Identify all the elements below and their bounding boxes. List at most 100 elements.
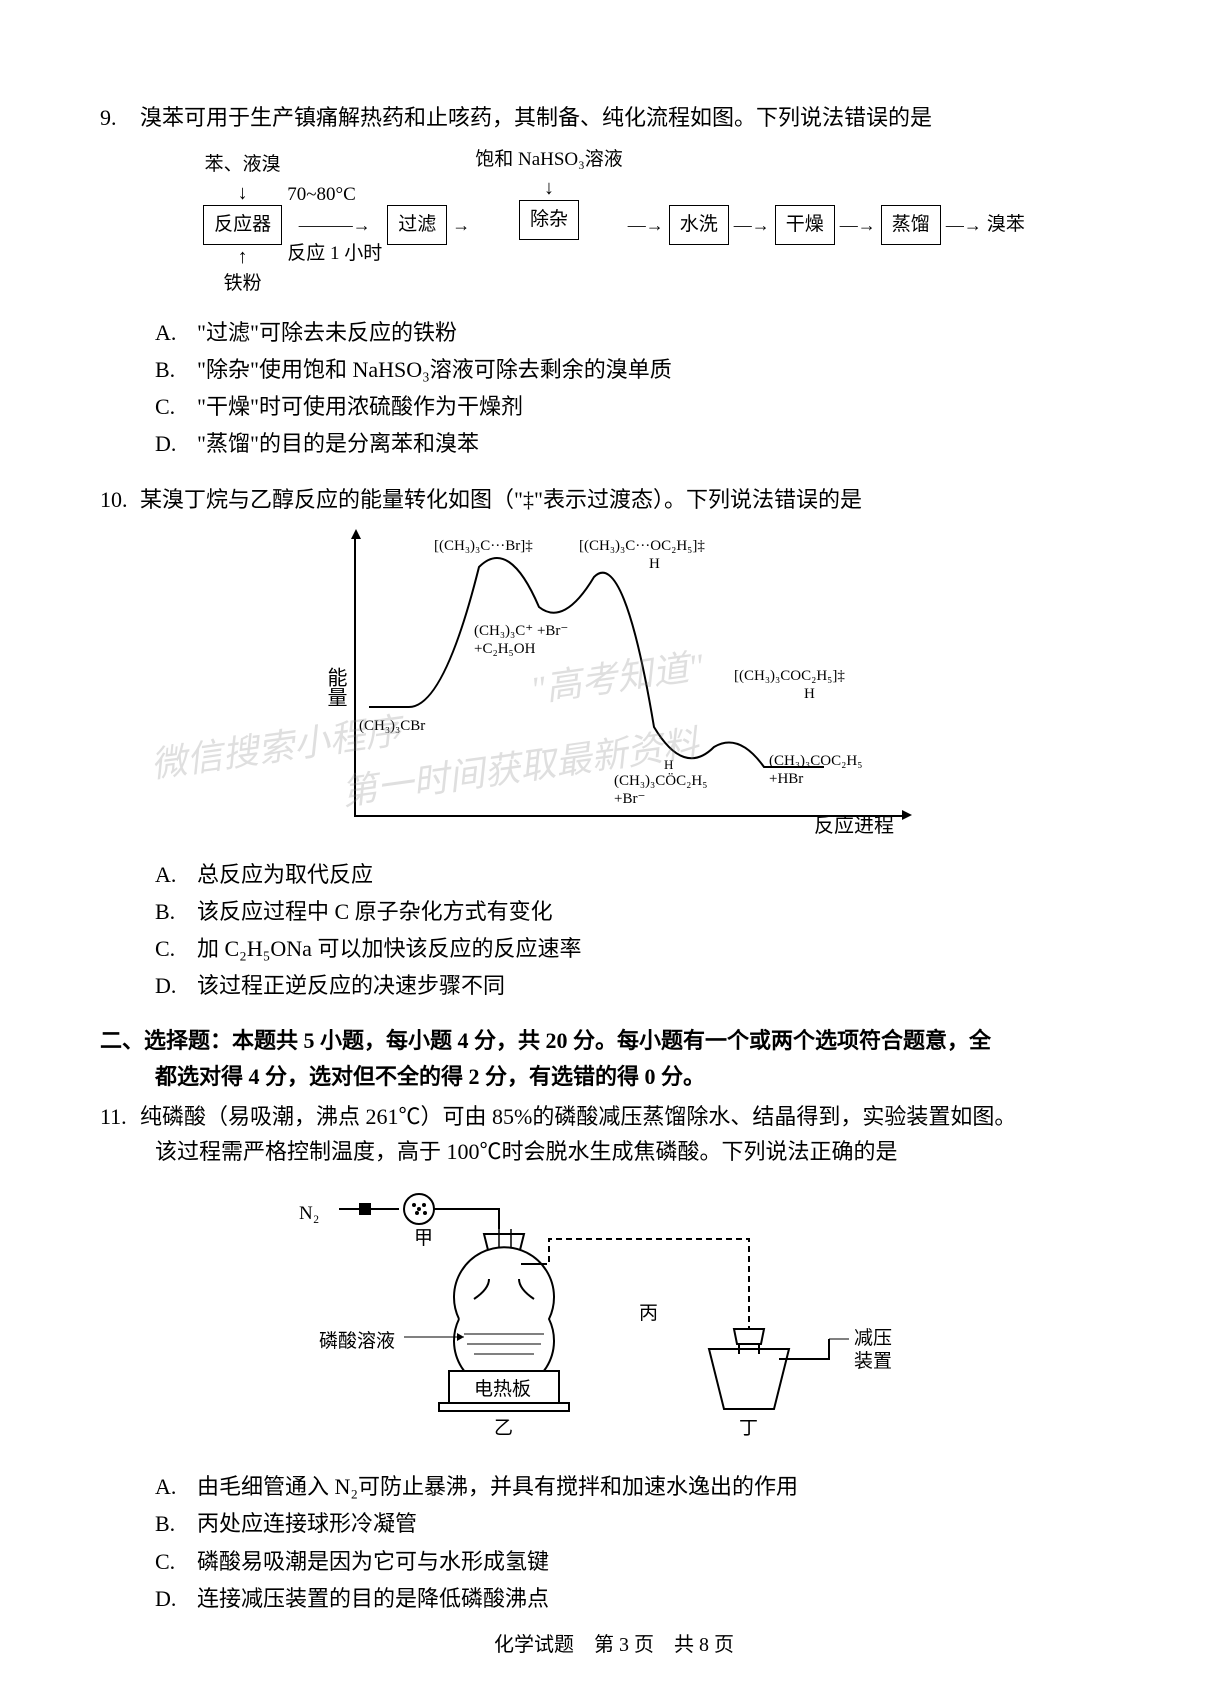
app-n2-label: N₂ — [299, 1199, 319, 1229]
option-label: D. — [155, 1581, 197, 1616]
flow-distill: 蒸馏 — [881, 205, 941, 245]
curve-label-ts3-1: [(CH₃)₃COC₂H₅]‡ — [734, 667, 845, 685]
option-text: "过滤"可除去未反应的铁粉 — [197, 315, 457, 350]
q11-option-c: C.磷酸易吸潮是因为它可与水形成氢键 — [155, 1544, 1128, 1579]
curve-label-int1-2: +C₂H₅OH — [474, 640, 535, 658]
option-text: 丙处应连接球形冷凝管 — [197, 1506, 417, 1541]
option-label: B. — [155, 894, 197, 929]
option-text: 由毛细管通入 N₂可防止暴沸，并具有搅拌和加速水逸出的作用 — [197, 1469, 798, 1504]
q10-option-d: D.该过程正逆反应的决速步骤不同 — [155, 968, 1128, 1003]
option-label: D. — [155, 968, 197, 1003]
q11-number: 11. — [100, 1099, 140, 1134]
flow-input-bottom: 铁粉 — [224, 269, 262, 299]
option-label: C. — [155, 389, 197, 424]
arrow-right-icon: → — [452, 211, 470, 240]
app-ding-label: 丁 — [739, 1414, 758, 1444]
q11-option-a: A.由毛细管通入 N₂可防止暴沸，并具有搅拌和加速水逸出的作用 — [155, 1469, 1128, 1504]
curve-label-ts2-2: H — [649, 555, 660, 573]
flow-input-2: 饱和 NaHSO₃溶液 — [475, 145, 623, 175]
question-9: 9. 溴苯可用于生产镇痛解热药和止咳药，其制备、纯化流程如图。下列说法错误的是 … — [100, 100, 1128, 462]
app-heater-label: 电热板 — [474, 1375, 531, 1405]
flow-output: 溴苯 — [987, 210, 1025, 240]
flow-reactor: 反应器 — [203, 205, 282, 245]
q9-option-a: A."过滤"可除去未反应的铁粉 — [155, 315, 1128, 350]
q10-energy-diagram: 能量 反应进程 (CH₃)₃CBr [(CH₃)₃C···Br]‡ (CH₃)₃… — [100, 527, 1128, 847]
q11-text-line1: 纯磷酸（易吸潮，沸点 261℃）可由 85%的磷酸减压蒸馏除水、结晶得到，实验装… — [140, 1099, 1128, 1134]
option-text: "干燥"时可使用浓硫酸作为干燥剂 — [197, 389, 523, 424]
arrow-right-icon: —→ — [734, 211, 770, 240]
option-text: 该反应过程中 C 原子杂化方式有变化 — [197, 894, 553, 929]
q9-option-d: D."蒸馏"的目的是分离苯和溴苯 — [155, 426, 1128, 461]
q10-options: A.总反应为取代反应 B.该反应过程中 C 原子杂化方式有变化 C.加 C₂H₅… — [155, 857, 1128, 1004]
curve-label-end-1: (CH₃)₃COC₂H₅ — [769, 752, 862, 770]
option-text: 磷酸易吸潮是因为它可与水形成氢键 — [197, 1544, 549, 1579]
section-2-header: 二、选择题：本题共 5 小题，每小题 4 分，共 20 分。每小题有一个或两个选… — [100, 1023, 1128, 1093]
curve-label-ts2-1: [(CH₃)₃C···OC₂H₅]‡ — [579, 537, 705, 555]
curve-label-int2-3: +Br⁻ — [614, 790, 645, 808]
curve-label-int2-1: (CH₃)₃CÖC₂H₅ — [614, 772, 707, 790]
arrow-up-icon: ↑ — [238, 247, 248, 267]
app-yi-label: 乙 — [494, 1414, 513, 1444]
page-footer: 化学试题 第 3 页 共 8 页 — [0, 1629, 1228, 1661]
q11-option-d: D.连接减压装置的目的是降低磷酸沸点 — [155, 1581, 1128, 1616]
q9-number: 9. — [100, 100, 140, 135]
q10-option-a: A.总反应为取代反应 — [155, 857, 1128, 892]
app-solution-label: 磷酸溶液 — [319, 1327, 395, 1357]
curve-label-ts3-2: H — [804, 685, 815, 703]
q11-options: A.由毛细管通入 N₂可防止暴沸，并具有搅拌和加速水逸出的作用 B.丙处应连接球… — [155, 1469, 1128, 1616]
q10-stem: 10. 某溴丁烷与乙醇反应的能量转化如图（"‡"表示过渡态）。下列说法错误的是 — [100, 482, 1128, 517]
arrow-right-icon: ———→ — [299, 211, 371, 240]
question-10: 10. 某溴丁烷与乙醇反应的能量转化如图（"‡"表示过渡态）。下列说法错误的是 … — [100, 482, 1128, 1004]
curve-label-int2-2: H — [664, 757, 673, 773]
option-label: A. — [155, 315, 197, 350]
option-label: C. — [155, 1544, 197, 1579]
option-text: 加 C₂H₅ONa 可以加快该反应的反应速率 — [197, 931, 581, 966]
app-bing-label: 丙 — [639, 1299, 658, 1329]
option-label: C. — [155, 931, 197, 966]
option-text: 连接减压装置的目的是降低磷酸沸点 — [197, 1581, 549, 1616]
flow-condition-top: 70~80°C — [287, 180, 356, 210]
q11-stem: 11. 纯磷酸（易吸潮，沸点 261℃）可由 85%的磷酸减压蒸馏除水、结晶得到… — [100, 1099, 1128, 1134]
option-label: B. — [155, 1506, 197, 1541]
option-label: A. — [155, 857, 197, 892]
option-text: 总反应为取代反应 — [197, 857, 373, 892]
option-label: A. — [155, 1469, 197, 1504]
flow-filter: 过滤 — [387, 205, 447, 245]
q10-option-b: B.该反应过程中 C 原子杂化方式有变化 — [155, 894, 1128, 929]
curve-label-int1-1: (CH₃)₃C⁺ +Br⁻ — [474, 622, 568, 640]
app-vacuum-label2: 装置 — [854, 1347, 892, 1377]
option-label: B. — [155, 352, 197, 387]
q11-apparatus: N₂ 甲 磷酸溶液 电热板 乙 丙 丁 减压 装置 — [100, 1179, 1128, 1459]
curve-label-ts1: [(CH₃)₃C···Br]‡ — [434, 537, 533, 555]
q9-options: A."过滤"可除去未反应的铁粉 B."除杂"使用饱和 NaHSO₃溶液可除去剩余… — [155, 315, 1128, 462]
q11-text-line2: 该过程需严格控制温度，高于 100℃时会脱水生成焦磷酸。下列说法正确的是 — [155, 1134, 1128, 1169]
q10-option-c: C.加 C₂H₅ONa 可以加快该反应的反应速率 — [155, 931, 1128, 966]
q9-text: 溴苯可用于生产镇痛解热药和止咳药，其制备、纯化流程如图。下列说法错误的是 — [140, 100, 1128, 135]
option-label: D. — [155, 426, 197, 461]
option-text: "蒸馏"的目的是分离苯和溴苯 — [197, 426, 479, 461]
section-header-line2: 都选对得 4 分，选对但不全的得 2 分，有选错的得 0 分。 — [155, 1064, 705, 1089]
q9-option-b: B."除杂"使用饱和 NaHSO₃溶液可除去剩余的溴单质 — [155, 352, 1128, 387]
flow-purify: 除杂 — [519, 200, 579, 240]
arrow-right-icon: —→ — [946, 211, 982, 240]
option-text: 该过程正逆反应的决速步骤不同 — [197, 968, 505, 1003]
flow-condition-bottom: 反应 1 小时 — [287, 239, 382, 269]
arrow-right-icon: —→ — [840, 211, 876, 240]
q9-stem: 9. 溴苯可用于生产镇痛解热药和止咳药，其制备、纯化流程如图。下列说法错误的是 — [100, 100, 1128, 135]
q10-number: 10. — [100, 482, 140, 517]
app-jia-label: 甲 — [414, 1224, 433, 1254]
q11-option-b: B.丙处应连接球形冷凝管 — [155, 1506, 1128, 1541]
question-11: 11. 纯磷酸（易吸潮，沸点 261℃）可由 85%的磷酸减压蒸馏除水、结晶得到… — [100, 1099, 1128, 1616]
arrow-right-icon: —→ — [628, 211, 664, 240]
q10-text: 某溴丁烷与乙醇反应的能量转化如图（"‡"表示过渡态）。下列说法错误的是 — [140, 482, 1128, 517]
option-text: "除杂"使用饱和 NaHSO₃溶液可除去剩余的溴单质 — [197, 352, 672, 387]
curve-label-end-2: +HBr — [769, 770, 803, 788]
apparatus-drawing-icon — [289, 1179, 939, 1459]
q9-flowchart: 苯、液溴 ↓ 反应器 ↑ 铁粉 70~80°C ———→ 反应 1 小时 过滤 … — [100, 145, 1128, 305]
flow-input-top: 苯、液溴 — [205, 150, 281, 180]
curve-label-start: (CH₃)₃CBr — [359, 717, 425, 735]
arrow-down-icon: ↓ — [238, 183, 248, 203]
flow-dry: 干燥 — [775, 205, 835, 245]
arrow-down-icon: ↓ — [544, 178, 554, 198]
flow-wash: 水洗 — [669, 205, 729, 245]
